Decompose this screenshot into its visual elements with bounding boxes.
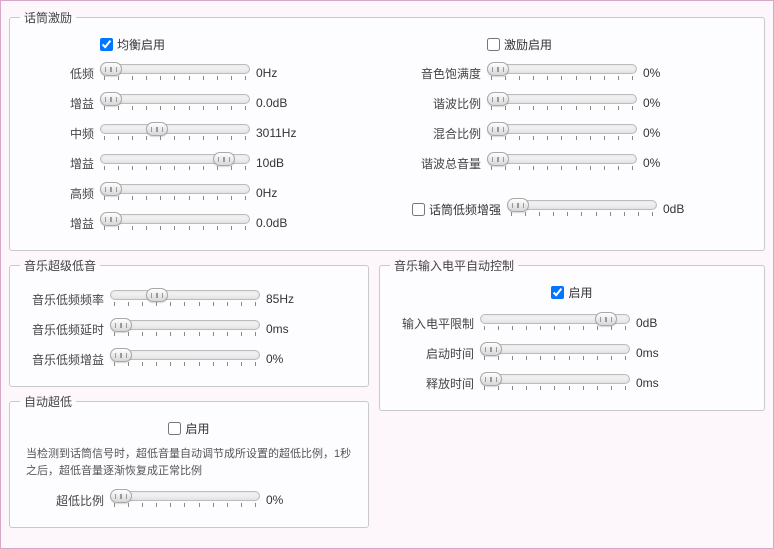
super-bass-label-1: 音乐低频延时 (20, 321, 110, 338)
auto-level-0-slider[interactable] (480, 312, 630, 334)
auto-level-label-0: 输入电平限制 (390, 315, 480, 332)
mic-eq-5-slider[interactable] (100, 212, 250, 234)
mic-low-boost-checkbox[interactable]: 话筒低频增强 (407, 201, 507, 218)
mic-exc-2-slider[interactable] (487, 122, 637, 144)
mic-eq-2-slider[interactable] (100, 122, 250, 144)
mic-exc-label-1: 谐波比例 (407, 95, 487, 112)
mic-eq-1-slider[interactable] (100, 92, 250, 114)
mic-eq-value-1: 0.0dB (250, 96, 304, 110)
mic-eq-value-0: 0Hz (250, 66, 304, 80)
auto-low-ratio-value-0: 0% (260, 493, 314, 507)
auto-level-group: 音乐输入电平自动控制 启用 输入电平限制 0dB 启动时间 0ms 释放时间 0ms (379, 257, 765, 411)
super-bass-label-0: 音乐低频频率 (20, 291, 110, 308)
eq-enable-checkbox[interactable]: 均衡启用 (100, 36, 165, 53)
mic-eq-value-3: 10dB (250, 156, 304, 170)
mic-excitation-group: 话筒激励 均衡启用 低频 0Hz 增益 0.0dB 中频 3011Hz 增益 10dB 高频 0H… (9, 9, 765, 251)
auto-level-label-1: 启动时间 (390, 345, 480, 362)
mic-eq-label-0: 低频 (20, 65, 100, 82)
super-bass-value-1: 0ms (260, 322, 314, 336)
auto-level-2-slider[interactable] (480, 372, 630, 394)
mic-eq-value-4: 0Hz (250, 186, 304, 200)
mic-eq-label-5: 增益 (20, 215, 100, 232)
mic-eq-label-3: 增益 (20, 155, 100, 172)
auto-low-ratio-label-0: 超低比例 (20, 492, 110, 509)
mic-eq-3-slider[interactable] (100, 152, 250, 174)
excitation-enable-checkbox[interactable]: 激励启用 (487, 36, 552, 53)
mic-eq-0-slider[interactable] (100, 62, 250, 84)
super-bass-0-slider[interactable] (110, 288, 260, 310)
super-bass-group: 音乐超级低音 音乐低频频率 85Hz 音乐低频延时 0ms 音乐低频增益 0% (9, 257, 369, 387)
auto-level-value-2: 0ms (630, 376, 684, 390)
mic-eq-label-2: 中频 (20, 125, 100, 142)
mic-eq-4-slider[interactable] (100, 182, 250, 204)
super-bass-value-2: 0% (260, 352, 314, 366)
mic-exc-3-slider[interactable] (487, 152, 637, 174)
super-bass-title: 音乐超级低音 (20, 257, 100, 274)
mic-excitation-title: 话筒激励 (20, 9, 76, 26)
mic-exc-value-3: 0% (637, 156, 691, 170)
mic-exc-value-2: 0% (637, 126, 691, 140)
super-bass-2-slider[interactable] (110, 348, 260, 370)
super-bass-label-2: 音乐低频增益 (20, 351, 110, 368)
auto-low-title: 自动超低 (20, 393, 76, 410)
auto-level-enable-checkbox[interactable]: 启用 (551, 284, 592, 301)
auto-level-label-2: 释放时间 (390, 375, 480, 392)
mic-exc-0-slider[interactable] (487, 62, 637, 84)
mic-low-boost-value: 0dB (657, 202, 711, 216)
mic-eq-label-4: 高频 (20, 185, 100, 202)
mic-eq-value-2: 3011Hz (250, 126, 304, 140)
mic-exc-value-1: 0% (637, 96, 691, 110)
auto-level-value-1: 0ms (630, 346, 684, 360)
auto-low-ratio-0-slider[interactable] (110, 489, 260, 511)
super-bass-value-0: 85Hz (260, 292, 314, 306)
auto-low-group: 自动超低 启用 当检测到话筒信号时，超低音量自动调节成所设置的超低比例，1秒之后… (9, 393, 369, 528)
mic-exc-label-2: 混合比例 (407, 125, 487, 142)
mic-exc-1-slider[interactable] (487, 92, 637, 114)
mic-exc-label-3: 谐波总音量 (407, 155, 487, 172)
super-bass-1-slider[interactable] (110, 318, 260, 340)
auto-level-value-0: 0dB (630, 316, 684, 330)
auto-level-1-slider[interactable] (480, 342, 630, 364)
mic-exc-label-0: 音色饱满度 (407, 65, 487, 82)
mic-low-boost-slider[interactable] (507, 198, 657, 220)
mic-eq-label-1: 增益 (20, 95, 100, 112)
auto-low-description: 当检测到话筒信号时，超低音量自动调节成所设置的超低比例，1秒之后，超低音量逐渐恢… (26, 446, 352, 479)
mic-exc-value-0: 0% (637, 66, 691, 80)
auto-level-title: 音乐输入电平自动控制 (390, 257, 518, 274)
auto-low-enable-checkbox[interactable]: 启用 (168, 420, 209, 437)
mic-eq-value-5: 0.0dB (250, 216, 304, 230)
